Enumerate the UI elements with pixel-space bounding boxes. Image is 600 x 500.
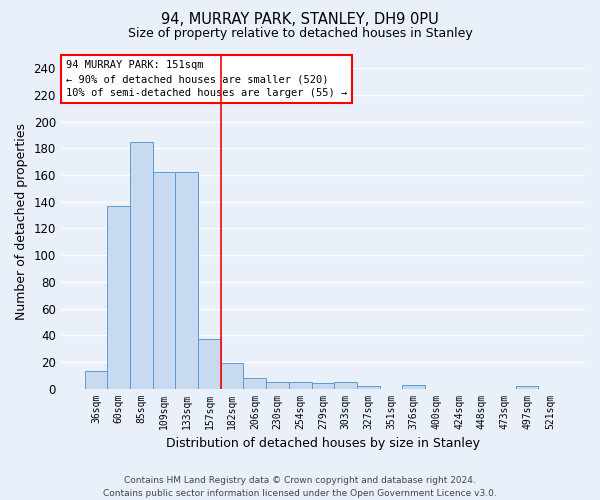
- Bar: [198, 339, 221, 388]
- Bar: [334, 382, 357, 388]
- Bar: [403, 384, 425, 388]
- Bar: [516, 386, 538, 388]
- Text: 94, MURRAY PARK, STANLEY, DH9 0PU: 94, MURRAY PARK, STANLEY, DH9 0PU: [161, 12, 439, 28]
- Text: Size of property relative to detached houses in Stanley: Size of property relative to detached ho…: [128, 28, 472, 40]
- X-axis label: Distribution of detached houses by size in Stanley: Distribution of detached houses by size …: [166, 437, 480, 450]
- Bar: [357, 386, 380, 388]
- Text: 94 MURRAY PARK: 151sqm
← 90% of detached houses are smaller (520)
10% of semi-de: 94 MURRAY PARK: 151sqm ← 90% of detached…: [66, 60, 347, 98]
- Bar: [130, 142, 152, 388]
- Bar: [244, 378, 266, 388]
- Y-axis label: Number of detached properties: Number of detached properties: [15, 124, 28, 320]
- Bar: [107, 206, 130, 388]
- Bar: [266, 382, 289, 388]
- Bar: [175, 172, 198, 388]
- Bar: [289, 382, 311, 388]
- Bar: [311, 383, 334, 388]
- Bar: [85, 371, 107, 388]
- Bar: [152, 172, 175, 388]
- Bar: [221, 363, 244, 388]
- Text: Contains HM Land Registry data © Crown copyright and database right 2024.
Contai: Contains HM Land Registry data © Crown c…: [103, 476, 497, 498]
